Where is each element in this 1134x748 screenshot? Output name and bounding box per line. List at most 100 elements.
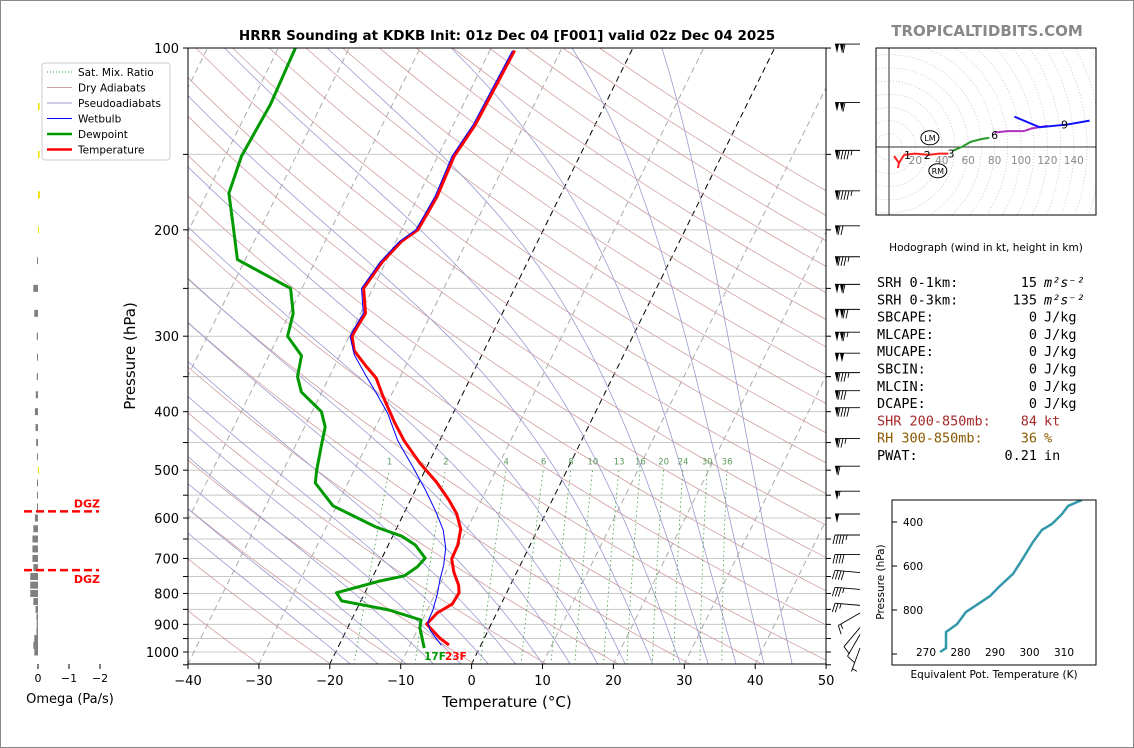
mixing-ratio-label: 20 xyxy=(658,458,669,468)
y-tick-label: 300 xyxy=(154,330,179,345)
wind-barb xyxy=(835,438,860,448)
mixing-ratio-label: 24 xyxy=(678,458,689,468)
wind-barb-flag xyxy=(840,256,844,266)
wind-barb-flag xyxy=(835,554,839,564)
y-axis-label: Pressure (hPa) xyxy=(121,302,139,410)
wind-barb-flag xyxy=(837,438,841,448)
wind-barb-flag xyxy=(831,570,836,580)
x-tick-label: 0 xyxy=(467,674,475,689)
mixing-ratio-label: 13 xyxy=(614,458,625,468)
dry-adiabat xyxy=(269,48,826,434)
wind-barb-flag xyxy=(837,150,841,160)
legend-box xyxy=(41,62,171,161)
index-label: MLCAPE: xyxy=(877,327,934,343)
theta-e-x-tick-label: 280 xyxy=(950,647,970,659)
wind-barb-flag xyxy=(843,256,847,266)
wind-barb-flag xyxy=(838,534,842,545)
dry-adiabat xyxy=(525,48,826,242)
pseudoadiabat xyxy=(188,508,379,664)
wind-barb xyxy=(835,407,860,417)
dry-adiabat xyxy=(489,48,826,267)
hodograph-height-label: 3 xyxy=(948,148,955,161)
wind-barb-pennant xyxy=(840,353,844,363)
pseudoadiabat xyxy=(188,532,352,664)
mixing-ratio-line xyxy=(574,470,593,664)
pseudoadiabat xyxy=(188,166,626,664)
index-value: 84 xyxy=(1021,413,1037,429)
wind-barb-shaft xyxy=(843,627,861,647)
mixing-ratio-line xyxy=(673,470,684,664)
dry-adiabat xyxy=(188,154,826,592)
skewt-axes-frame xyxy=(187,47,827,665)
dry-adiabat xyxy=(188,115,826,558)
hodograph-ring-label: 100 xyxy=(1011,155,1031,167)
omega-bar xyxy=(30,589,38,597)
wind-barb xyxy=(851,647,861,672)
omega-bar xyxy=(33,598,38,606)
index-unit: % xyxy=(1044,431,1052,447)
wind-barb-flag xyxy=(845,309,849,319)
wind-barb-half-flag xyxy=(844,438,847,444)
mixing-ratio-label: 2 xyxy=(443,458,448,468)
wind-barb-pennant xyxy=(835,284,839,294)
y-tick-label: 700 xyxy=(154,552,179,567)
omega-bar xyxy=(35,391,38,399)
index-unit: m²s⁻² xyxy=(1043,275,1085,291)
wind-barb-flag xyxy=(837,390,841,400)
wind-barb-flag xyxy=(843,390,847,400)
pseudoadiabat xyxy=(188,361,517,664)
wind-barb xyxy=(835,225,860,235)
omega-bar xyxy=(38,150,40,158)
hodograph-segment xyxy=(951,136,990,152)
storm-motion-marker xyxy=(920,130,940,146)
wind-barb xyxy=(832,553,860,564)
index-label: RH 300-850mb: xyxy=(877,431,983,447)
omega-bar xyxy=(34,514,38,522)
pseudoadiabat xyxy=(326,48,709,664)
hodograph-ring-label: 60 xyxy=(962,155,975,167)
background-lines xyxy=(188,48,826,664)
wind-barb xyxy=(837,612,861,635)
storm-motion-marker xyxy=(928,163,948,179)
theta-e-area xyxy=(939,500,1083,654)
dry-adiabat xyxy=(188,366,619,664)
omega-bar xyxy=(30,581,38,589)
x-axis-label: Temperature (°C) xyxy=(441,693,571,711)
wind-barb xyxy=(835,190,860,200)
dry-adiabat xyxy=(188,236,826,661)
wind-barb-flag xyxy=(846,190,850,200)
wind-barb-flag xyxy=(840,372,844,382)
wind-barb-flag xyxy=(831,603,836,613)
wind-barb-half-flag xyxy=(852,668,858,672)
wind-barb-pennant xyxy=(835,309,839,319)
wind-barb-pennant xyxy=(835,514,839,524)
wind-barb-shaft xyxy=(835,586,861,590)
omega-axis-label: Omega (Pa/s) xyxy=(26,692,114,707)
mixing-ratio-label: 6 xyxy=(541,458,546,468)
dry-adiabat xyxy=(188,412,548,664)
index-value: 0 xyxy=(1029,362,1037,378)
isotherm xyxy=(541,86,826,664)
wind-barb xyxy=(831,586,861,597)
wind-barb-pennant xyxy=(835,256,839,266)
dry-adiabat xyxy=(379,48,826,348)
index-label: SRH 0-3km: xyxy=(877,292,958,308)
pseudoadiabat xyxy=(188,322,544,664)
theta-e-line xyxy=(939,500,1083,654)
y-tick-label: 500 xyxy=(154,464,179,479)
wind-barb-pennant xyxy=(835,491,839,501)
wind-barb xyxy=(835,372,860,382)
wind-barb-flag xyxy=(837,407,841,417)
omega-bar xyxy=(37,491,38,499)
omega-bar xyxy=(33,525,38,533)
x-tick-label: 10 xyxy=(534,674,551,689)
mixing-ratio-line xyxy=(721,470,728,664)
omega-bar xyxy=(32,554,38,562)
wind-barb-flag xyxy=(835,534,839,545)
wind-barb-pennant xyxy=(840,332,844,342)
index-unit: m²s⁻² xyxy=(1043,292,1085,308)
wind-barb-flag xyxy=(840,225,844,235)
hodograph-segment xyxy=(1014,115,1090,129)
hodograph-height-label: 6 xyxy=(991,129,998,142)
omega-bar xyxy=(35,605,38,613)
